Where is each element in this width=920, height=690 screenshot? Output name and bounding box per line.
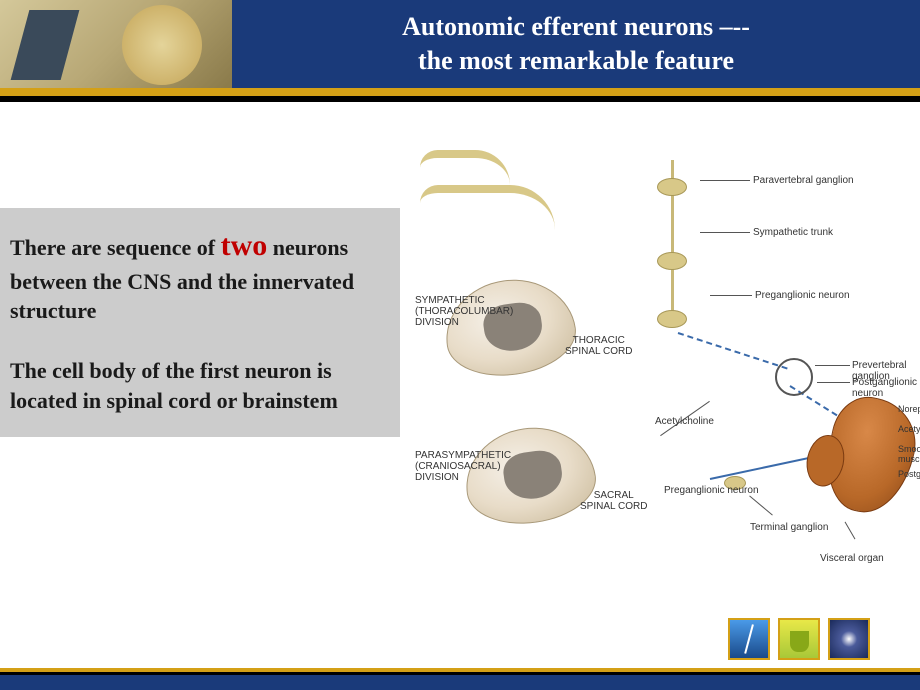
dashed-fiber-1: [678, 332, 788, 369]
slide-content: There are sequence of two neurons betwee…: [0, 102, 920, 600]
paragraph-2: The cell body of the first neuron is loc…: [10, 356, 386, 415]
header-gold-divider: [0, 88, 920, 96]
label-preganglionic-2: Preganglionic neuron: [664, 485, 759, 496]
leader-pregang: [710, 295, 752, 296]
label-sacral: SACRAL SPINAL CORD: [580, 490, 647, 512]
label-norepinephrine: Norepineph: [898, 405, 920, 415]
leader-termgang: [749, 495, 773, 515]
label-thoracic-l2: SPINAL CORD: [565, 346, 632, 357]
label-paravertebral: Paravertebral ganglion: [753, 175, 854, 186]
spiral-icon: [828, 618, 870, 660]
label-smooth-muscle: Smooth muscle: [898, 445, 920, 465]
label-sympathetic-trunk: Sympathetic trunk: [753, 227, 833, 238]
content-text-box: There are sequence of two neurons betwee…: [0, 208, 400, 437]
title-line-2: the most remarkable feature: [232, 44, 920, 78]
leader-viscorgan: [845, 522, 856, 540]
title-line-1: Autonomic efferent neurons –--: [232, 10, 920, 44]
footer-icon-row: [728, 618, 870, 660]
label-parasympathetic-division: PARASYMPATHETIC (CRANIOSACRAL) DIVISION: [415, 450, 511, 483]
label-thoracic: THORACIC SPINAL CORD: [565, 335, 632, 357]
label-parasym-l2: (CRANIOSACRAL): [415, 461, 511, 472]
label-acetylcholine-2: Acetylchol: [898, 425, 920, 435]
anatomy-diagram: Paravertebral ganglion Sympathetic trunk…: [420, 150, 915, 580]
ganglion-node-3: [657, 310, 687, 328]
label-symp-l2: (THORACOLUMBAR): [415, 306, 513, 317]
ganglion-node-2: [657, 252, 687, 270]
paragraph-1: There are sequence of two neurons betwee…: [10, 226, 386, 326]
road-icon: [728, 618, 770, 660]
label-postganglionic: Postganglionic neuron: [852, 377, 917, 399]
slide-footer: [0, 668, 920, 690]
plant-icon: [778, 618, 820, 660]
label-visceral-organ: Visceral organ: [820, 553, 884, 564]
label-sympathetic-division: SYMPATHETIC (THORACOLUMBAR) DIVISION: [415, 295, 513, 328]
label-terminal-ganglion: Terminal ganglion: [750, 522, 828, 533]
ganglion-circle-mark: [775, 358, 813, 396]
leader-symptrunk: [700, 232, 750, 233]
label-symp-l3: DIVISION: [415, 317, 513, 328]
label-symp-l1: SYMPATHETIC: [415, 295, 513, 306]
label-postganglionic-2: Postganglionic: [898, 470, 920, 480]
para1-highlight: two: [221, 229, 268, 262]
label-preganglionic: Preganglionic neuron: [755, 290, 850, 301]
nerve-bottom: [420, 185, 555, 230]
leader-postgang: [817, 382, 850, 383]
label-acetylcholine: Acetylcholine: [655, 416, 714, 427]
leader-paravertebral: [700, 180, 750, 181]
slide-title: Autonomic efferent neurons –-- the most …: [232, 0, 920, 88]
nerve-top: [420, 150, 510, 185]
ganglion-node-1: [657, 178, 687, 196]
label-thoracic-l1: THORACIC: [565, 335, 632, 346]
slide-header: Autonomic efferent neurons –-- the most …: [0, 0, 920, 88]
sympathetic-trunk: [645, 160, 700, 325]
leader-prevert: [815, 365, 850, 366]
footer-bar: [0, 668, 920, 690]
label-sacral-l2: SPINAL CORD: [580, 501, 647, 512]
label-sacral-l1: SACRAL: [580, 490, 647, 501]
label-parasym-l3: DIVISION: [415, 472, 511, 483]
label-parasym-l1: PARASYMPATHETIC: [415, 450, 511, 461]
para1-pre: There are sequence of: [10, 235, 221, 260]
header-decorative-image: [0, 0, 232, 88]
